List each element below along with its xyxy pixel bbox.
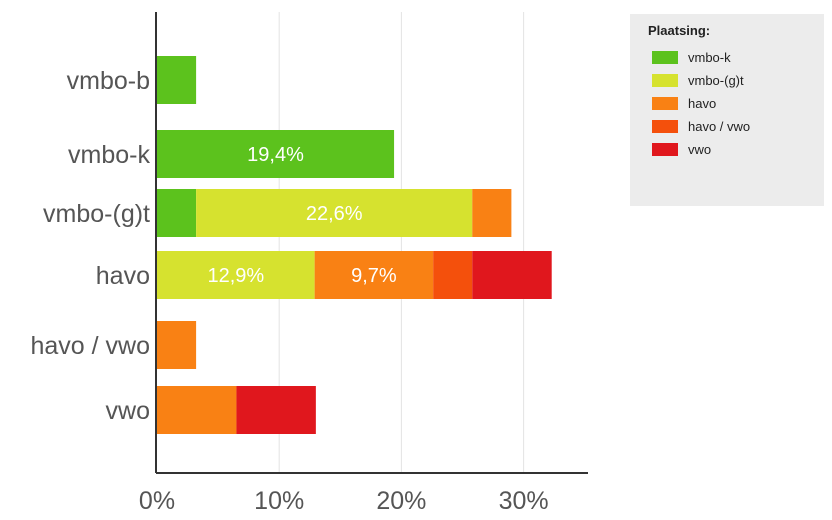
legend-item[interactable]: vmbo-(g)t xyxy=(648,69,812,92)
legend-item[interactable]: vmbo-k xyxy=(648,46,812,69)
legend-label: vwo xyxy=(688,142,712,157)
bar-segment[interactable] xyxy=(157,386,237,434)
category-label: vmbo-b xyxy=(67,67,150,95)
data-label: 22,6% xyxy=(306,203,363,225)
legend-item[interactable]: havo / vwo xyxy=(648,115,812,138)
bar-segment[interactable] xyxy=(472,189,512,237)
x-tick-label: 0% xyxy=(139,487,175,515)
data-label: 19,4% xyxy=(247,144,304,166)
bar-segment[interactable] xyxy=(157,251,315,299)
category-label: havo / vwo xyxy=(30,332,150,360)
legend-label: havo xyxy=(688,96,717,111)
bar-segment[interactable] xyxy=(236,386,316,434)
data-label: 12,9% xyxy=(207,265,264,287)
legend-items: vmbo-k vmbo-(g)t havo havo / vwo vwo xyxy=(648,46,812,161)
data-label: 9,7% xyxy=(351,265,397,287)
legend-label: vmbo-(g)t xyxy=(688,73,744,88)
x-tick-label: 30% xyxy=(499,487,549,515)
legend-item[interactable]: vwo xyxy=(648,138,812,161)
legend-swatch xyxy=(652,120,678,133)
legend-swatch xyxy=(652,51,678,64)
grid-layer xyxy=(278,12,525,473)
bar-segment[interactable] xyxy=(314,251,434,299)
category-label: vmbo-k xyxy=(68,141,150,169)
axis-layer: 0% 10% 20% 30% vmbo-b vmbo-k vmbo-(g)t havo havo… xyxy=(30,12,588,515)
x-tick-label: 20% xyxy=(376,487,426,515)
legend-swatch xyxy=(652,143,678,156)
category-label: vwo xyxy=(106,397,150,425)
bar-segment[interactable] xyxy=(157,321,197,369)
legend: Plaatsing: vmbo-k vmbo-(g)t havo havo / vwo… xyxy=(630,14,824,206)
legend-label: havo / vwo xyxy=(688,119,751,134)
bar-segment[interactable] xyxy=(157,189,197,237)
bar-segment[interactable] xyxy=(472,251,552,299)
bar-segment[interactable] xyxy=(157,56,197,104)
legend-label: vmbo-k xyxy=(688,50,731,65)
label-layer: 19,4% 22,6% 12,9% 9,7% xyxy=(207,144,396,287)
bar-layer xyxy=(157,56,552,434)
bar-segment[interactable] xyxy=(196,189,473,237)
bar-segment[interactable] xyxy=(433,251,473,299)
legend-swatch xyxy=(652,97,678,110)
bar-segment[interactable] xyxy=(157,130,395,178)
category-label: havo xyxy=(96,262,150,290)
legend-item[interactable]: havo xyxy=(648,92,812,115)
legend-title: Plaatsing: xyxy=(648,23,711,38)
legend-swatch xyxy=(652,74,678,87)
x-tick-label: 10% xyxy=(254,487,304,515)
category-label: vmbo-(g)t xyxy=(43,200,150,228)
